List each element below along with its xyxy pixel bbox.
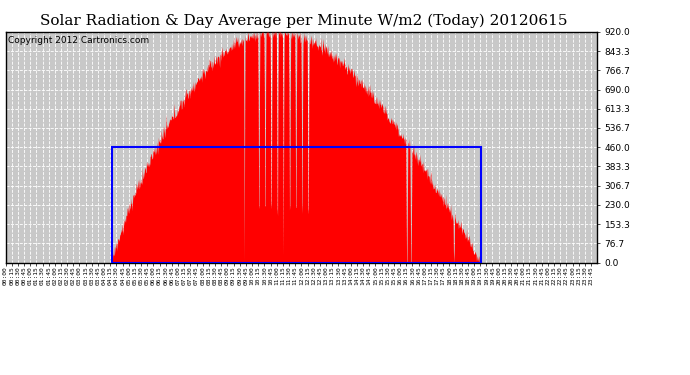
Text: Copyright 2012 Cartronics.com: Copyright 2012 Cartronics.com	[8, 36, 150, 45]
Bar	[112, 147, 482, 262]
Text: Solar Radiation & Day Average per Minute W/m2 (Today) 20120615: Solar Radiation & Day Average per Minute…	[40, 13, 567, 27]
